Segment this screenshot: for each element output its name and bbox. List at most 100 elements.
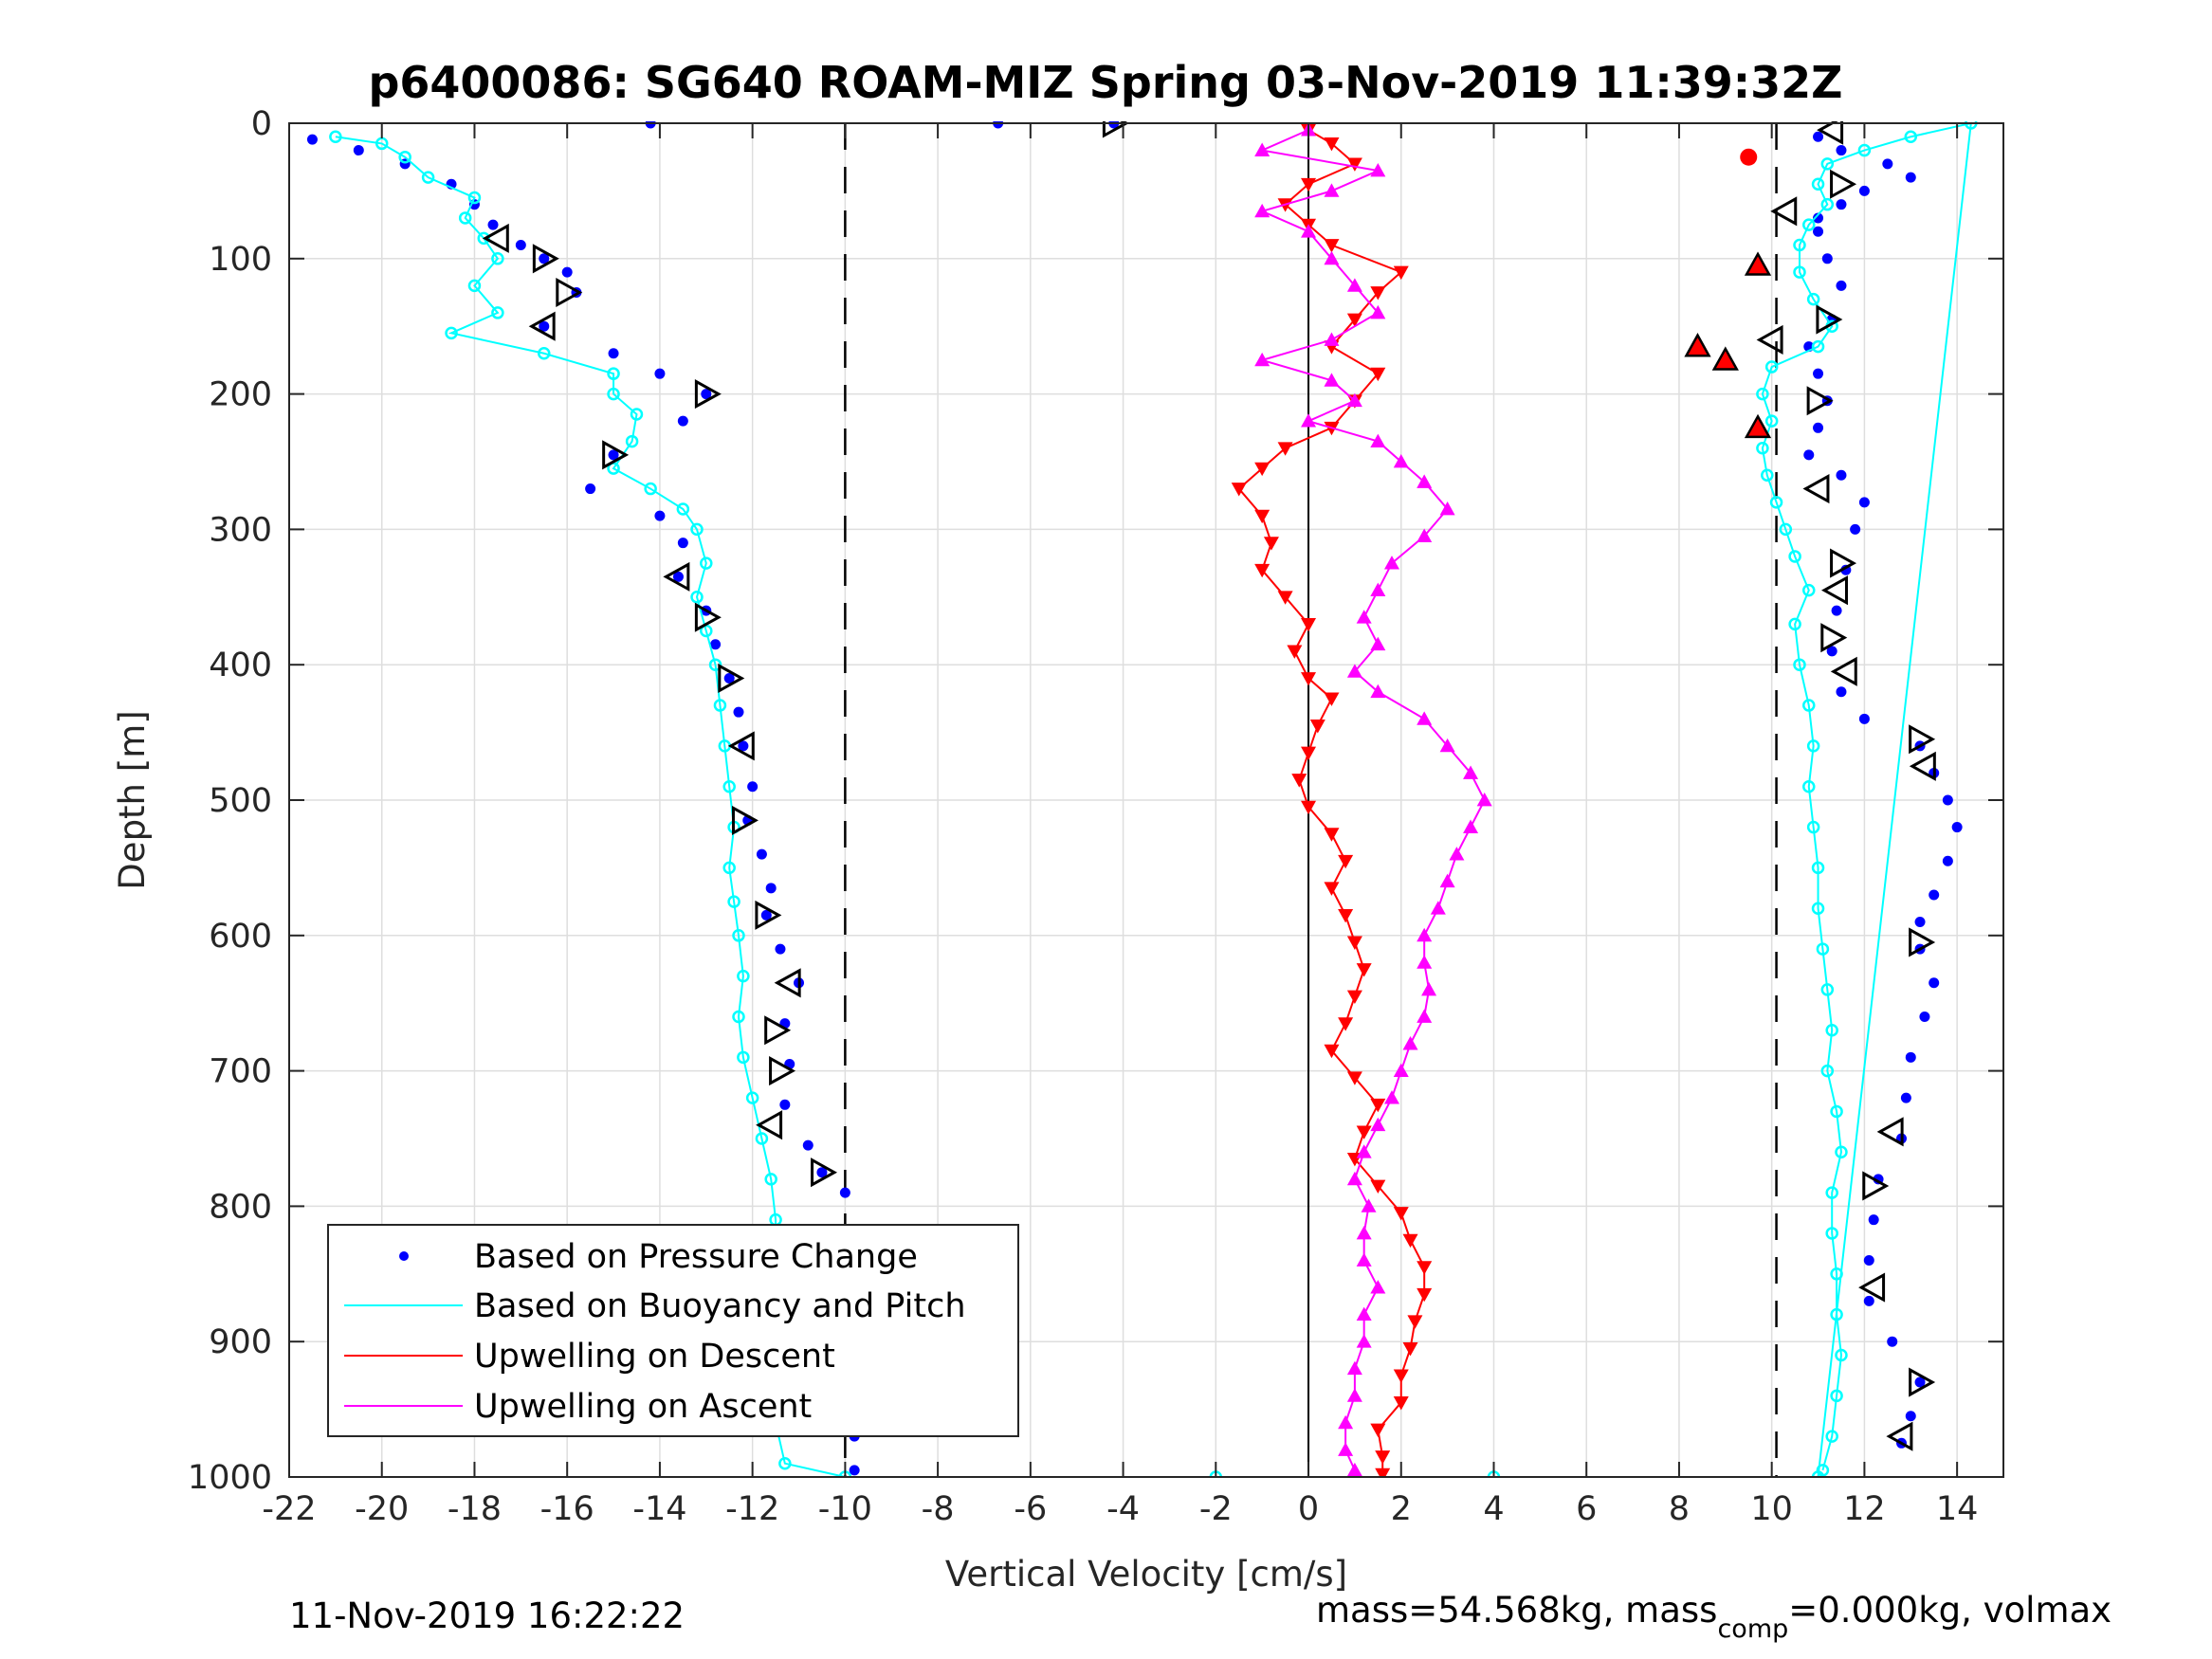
red-flag-marker: [1740, 148, 1758, 166]
data-point: [727, 895, 740, 908]
flag-triangle: [694, 379, 722, 410]
data-point: [779, 1099, 791, 1110]
data-point: [1383, 556, 1399, 570]
data-point: [1346, 392, 1362, 408]
data-point: [306, 134, 318, 145]
flag-triangle: [764, 1015, 792, 1046]
flag-triangle: [755, 900, 782, 930]
data-point: [1417, 474, 1433, 488]
data-point: [1356, 1144, 1372, 1158]
data-point: [1463, 765, 1479, 779]
data-point: [1402, 1233, 1418, 1249]
data-point: [1942, 794, 1953, 806]
data-point: [1346, 1171, 1362, 1186]
data-point: [1793, 238, 1806, 252]
data-point: [477, 231, 490, 246]
data-point: [1393, 1063, 1409, 1077]
data-point: [1813, 368, 1824, 379]
data-point: [677, 538, 688, 549]
data-point: [1338, 854, 1354, 869]
data-point: [1802, 218, 1816, 231]
flag-triangle: [811, 1158, 838, 1188]
chart-title: p6400086: SG640 ROAM-MIZ Spring 03-Nov-2…: [368, 57, 1842, 108]
data-point: [607, 367, 620, 380]
data-point: [1346, 664, 1362, 678]
data-point: [1761, 468, 1774, 483]
x-tick-label: 14: [1936, 1490, 1979, 1528]
data-point: [713, 699, 727, 712]
data-point: [1417, 1261, 1433, 1275]
data-point: [353, 145, 364, 156]
data-point: [1324, 1044, 1340, 1059]
data-point: [585, 483, 596, 495]
x-axis-ticks: -22 -20 -18 -16 -14 -12 -10 -8 -6 -4 -2 0 2 4 6 8 10 12 14: [262, 123, 1978, 1528]
data-point: [1356, 1125, 1372, 1139]
data-point: [755, 1132, 769, 1145]
data-point: [1254, 352, 1271, 367]
data-point: [690, 591, 704, 604]
data-series: [306, 121, 1978, 1477]
data-point: [1821, 253, 1833, 264]
data-point: [764, 1173, 777, 1186]
data-point: [1836, 145, 1847, 156]
data-point: [1324, 373, 1340, 387]
footer-mass-info: mass=54.568kg, masscomp=0.000kg, volmax: [1316, 1590, 2111, 1644]
data-point: [1756, 387, 1769, 401]
data-point: [1882, 158, 1893, 170]
data-point: [778, 1456, 792, 1470]
data-point: [1324, 239, 1340, 253]
data-point: [491, 252, 504, 265]
x-tick-label: 0: [1298, 1490, 1319, 1528]
data-point: [1802, 779, 1816, 793]
data-point: [1439, 501, 1455, 516]
data-point: [1417, 955, 1433, 969]
data-point: [1769, 496, 1783, 509]
data-point: [1346, 1071, 1362, 1085]
data-point: [1811, 339, 1825, 354]
data-point: [1402, 1341, 1418, 1357]
data-point: [1430, 901, 1446, 915]
y-tick-label: 200: [209, 376, 272, 414]
x-tick-label: -6: [1014, 1490, 1047, 1528]
data-point: [1370, 636, 1386, 651]
data-point: [722, 861, 736, 875]
flag-triangle: [774, 968, 801, 998]
data-point: [1417, 528, 1433, 542]
data-point: [607, 387, 620, 401]
data-point: [1375, 1468, 1391, 1477]
data-point: [1277, 591, 1293, 605]
data-point: [677, 415, 688, 427]
data-point: [515, 240, 526, 251]
data-point: [1806, 820, 1820, 834]
data-point: [1857, 143, 1872, 157]
data-point: [1830, 1389, 1843, 1403]
y-tick-label: 0: [251, 105, 272, 143]
flag-triangle: [482, 223, 509, 253]
data-point: [467, 279, 482, 293]
data-point: [1830, 1267, 1843, 1281]
data-point: [538, 347, 551, 360]
flag-triangle: [1820, 575, 1848, 606]
data-point: [732, 929, 745, 942]
data-point: [1277, 442, 1293, 456]
data-point: [458, 211, 472, 225]
data-point: [756, 848, 767, 860]
data-point: [1356, 1225, 1372, 1240]
data-point: [1904, 130, 1918, 144]
data-point: [1825, 1227, 1838, 1240]
data-point: [1942, 855, 1953, 866]
data-point: [608, 348, 619, 359]
data-point: [1291, 774, 1307, 788]
data-point: [1324, 828, 1340, 842]
data-point: [1835, 1145, 1848, 1159]
data-point: [1421, 981, 1437, 996]
data-point: [539, 320, 550, 332]
data-point: [1309, 720, 1325, 734]
data-point: [676, 502, 690, 516]
y-tick-label: 900: [209, 1323, 272, 1361]
data-point: [1439, 873, 1455, 888]
data-point: [1393, 1369, 1409, 1383]
data-point: [1830, 1307, 1843, 1322]
data-point: [329, 130, 342, 144]
red-flag-marker: [1684, 333, 1711, 357]
